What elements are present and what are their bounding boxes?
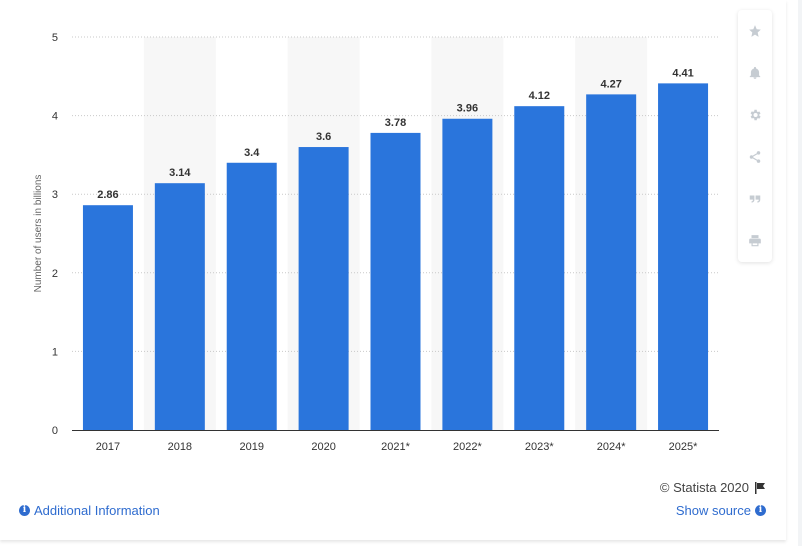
value-label: 4.12 <box>529 90 550 102</box>
x-tick-label: 2021* <box>381 441 410 453</box>
value-label: 3.96 <box>457 103 478 115</box>
gear-icon <box>750 109 761 121</box>
bar-2017[interactable] <box>82 205 133 430</box>
settings-button[interactable] <box>738 94 772 136</box>
x-tick-label: 2019 <box>239 441 263 453</box>
y-tick-label: 3 <box>52 189 58 201</box>
y-axis-label: Number of users in billions <box>33 175 44 293</box>
show-source-label: Show source <box>675 503 751 518</box>
bar-2018[interactable] <box>154 183 205 430</box>
bar-2025[interactable] <box>658 83 709 431</box>
x-tick-label: 2024* <box>597 441 626 453</box>
page-edge <box>798 0 802 546</box>
bar-2023[interactable] <box>514 106 565 430</box>
x-tick-label: 2022* <box>453 441 482 453</box>
x-tick-label: 2020 <box>311 441 335 453</box>
bell-icon <box>749 66 761 79</box>
value-label: 3.4 <box>244 147 260 159</box>
x-axis-ticks: 2017 2018 2019 2020 2021* 2022* 2023* 2024* 2025… <box>96 441 698 453</box>
bar-2021[interactable] <box>370 132 421 430</box>
copyright-credit: © Statista 2020 <box>660 480 766 495</box>
quote-icon <box>749 195 761 203</box>
value-label: 3.14 <box>169 167 191 179</box>
x-tick-label: 2025* <box>669 441 698 453</box>
print-button[interactable] <box>738 220 772 262</box>
value-labels: 2.86 3.14 3.4 3.6 3.78 3.96 4.12 4.27 4.41 <box>97 67 694 201</box>
value-label: 3.6 <box>316 131 331 143</box>
bar-chart: 0 1 2 3 4 5 2.86 3.14 3.4 3.6 3.78 3.96 4.12 4.27 4.4… <box>33 32 719 453</box>
additional-information-label: Additional Information <box>34 503 160 518</box>
y-tick-label: 5 <box>52 32 58 44</box>
notification-button[interactable] <box>738 52 772 94</box>
value-label: 4.27 <box>600 78 621 90</box>
x-tick-label: 2018 <box>168 441 192 453</box>
favorite-button[interactable] <box>738 10 772 52</box>
toolbar <box>738 10 772 262</box>
credit-text: © Statista 2020 <box>659 480 749 495</box>
bar-2019[interactable] <box>226 162 277 430</box>
info-icon: i <box>755 505 766 516</box>
star-icon <box>749 25 761 37</box>
bar-2020[interactable] <box>298 147 349 431</box>
value-label: 3.78 <box>385 117 406 129</box>
x-tick-label: 2023* <box>525 441 554 453</box>
share-button[interactable] <box>738 136 772 178</box>
info-icon: i <box>19 505 30 516</box>
y-tick-label: 2 <box>52 268 58 280</box>
share-icon <box>749 151 761 163</box>
y-tick-label: 4 <box>52 111 58 123</box>
flag-icon[interactable] <box>754 481 766 494</box>
additional-information-link[interactable]: i Additional Information <box>19 503 160 518</box>
y-tick-label: 0 <box>52 425 58 437</box>
bar-2024[interactable] <box>586 94 637 431</box>
value-label: 4.41 <box>672 67 693 79</box>
cite-button[interactable] <box>738 178 772 220</box>
bar-2022[interactable] <box>442 118 493 430</box>
bars <box>82 83 709 431</box>
y-tick-label: 1 <box>52 346 58 358</box>
print-icon <box>749 235 761 247</box>
value-label: 2.86 <box>97 189 118 201</box>
show-source-link[interactable]: Show source i <box>676 503 766 518</box>
x-tick-label: 2017 <box>96 441 120 453</box>
y-axis-ticks: 0 1 2 3 4 5 <box>52 32 58 437</box>
